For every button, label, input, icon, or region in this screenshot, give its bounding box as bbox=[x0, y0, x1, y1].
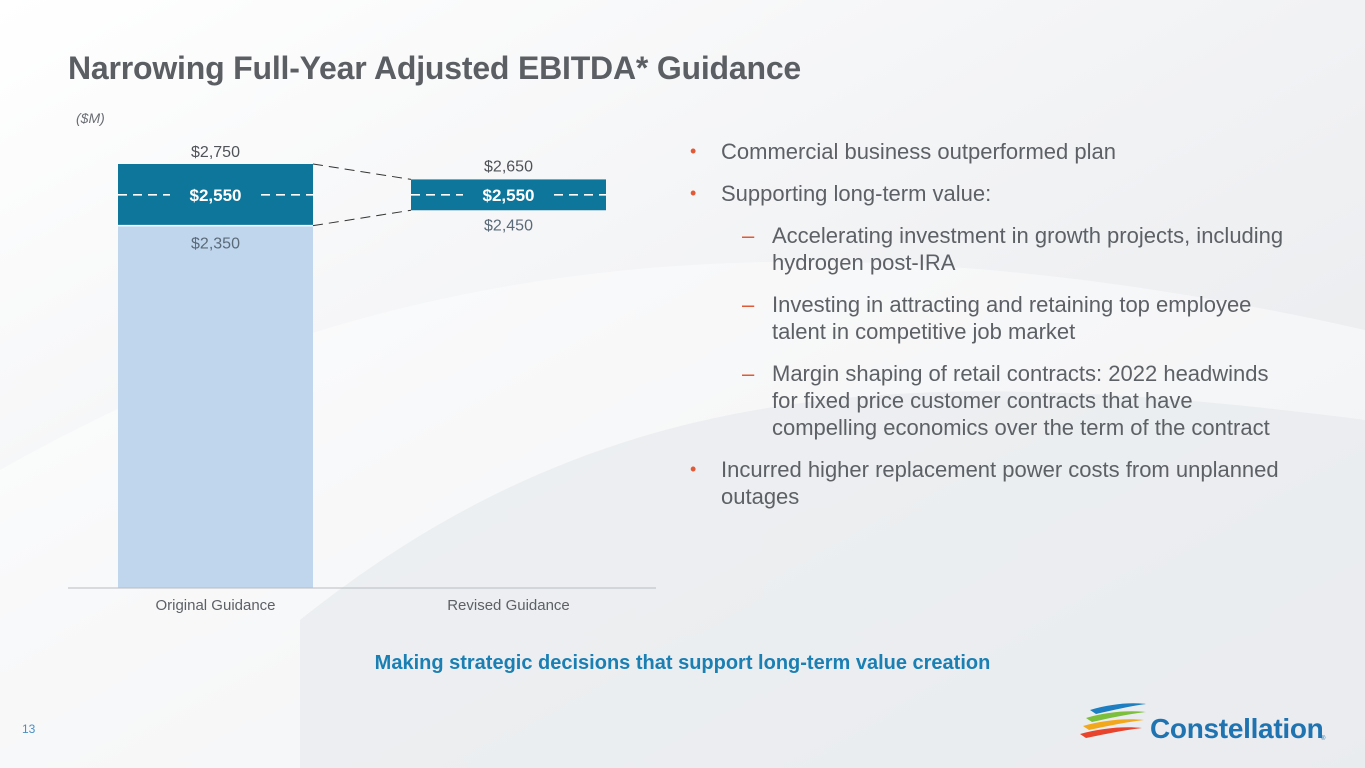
bullet-item: – Accelerating investment in growth proje… bbox=[690, 222, 1290, 276]
dash-icon: – bbox=[742, 361, 755, 386]
bullet-dot-icon: • bbox=[690, 141, 697, 161]
bullet-item: – Investing in attracting and retaining t… bbox=[690, 291, 1290, 345]
page-number: 13 bbox=[22, 722, 36, 736]
bullet-list: • Commercial business outperformed plan • S… bbox=[690, 138, 1290, 525]
low-label: $2,350 bbox=[191, 236, 240, 253]
midpoint-label: $2,550 bbox=[483, 186, 535, 205]
midpoint-label: $2,550 bbox=[190, 186, 242, 205]
category-label: Revised Guidance bbox=[447, 597, 570, 614]
high-label: $2,750 bbox=[191, 144, 240, 161]
bullet-text: Supporting long-term value: bbox=[721, 181, 992, 206]
bullet-item: – Margin shaping of retail contracts: 202… bbox=[690, 360, 1290, 441]
bullet-text: Commercial business outperformed plan bbox=[721, 139, 1116, 164]
category-label: Original Guidance bbox=[155, 597, 275, 614]
unit-label: ($M) bbox=[76, 110, 105, 126]
high-label: $2,650 bbox=[484, 158, 533, 175]
connector-top bbox=[312, 163, 412, 180]
logo-text: Constellation bbox=[1150, 713, 1324, 744]
base-bar bbox=[118, 225, 313, 588]
bullet-text: Accelerating investment in growth projec… bbox=[772, 223, 1284, 275]
bullet-item: • Commercial business outperformed plan bbox=[690, 138, 1290, 165]
constellation-swoosh-icon bbox=[1080, 703, 1146, 738]
bullet-dot-icon: • bbox=[690, 183, 697, 203]
bullet-text: Margin shaping of retail contracts: 2022… bbox=[772, 361, 1270, 440]
dash-icon: – bbox=[742, 292, 755, 317]
tagline: Making strategic decisions that support … bbox=[374, 652, 991, 674]
bullet-text: Investing in attracting and retaining to… bbox=[772, 292, 1252, 344]
bullet-item: • Incurred higher replacement power costs… bbox=[690, 456, 1290, 510]
connector-bottom bbox=[312, 209, 412, 227]
low-label: $2,450 bbox=[484, 217, 533, 234]
bullet-item: • Supporting long-term value: bbox=[690, 180, 1290, 207]
registered-mark: ® bbox=[1321, 736, 1326, 742]
guidance-chart: $2,550 $2,550 $2,750 $2,650 $2,350 $2,450 Orig… bbox=[68, 144, 656, 614]
bullet-text: Incurred higher replacement power costs … bbox=[721, 457, 1279, 509]
bullet-dot-icon: • bbox=[690, 459, 697, 479]
dash-icon: – bbox=[742, 223, 755, 248]
page-title: Narrowing Full-Year Adjusted EBITDA* Gui… bbox=[68, 50, 802, 86]
